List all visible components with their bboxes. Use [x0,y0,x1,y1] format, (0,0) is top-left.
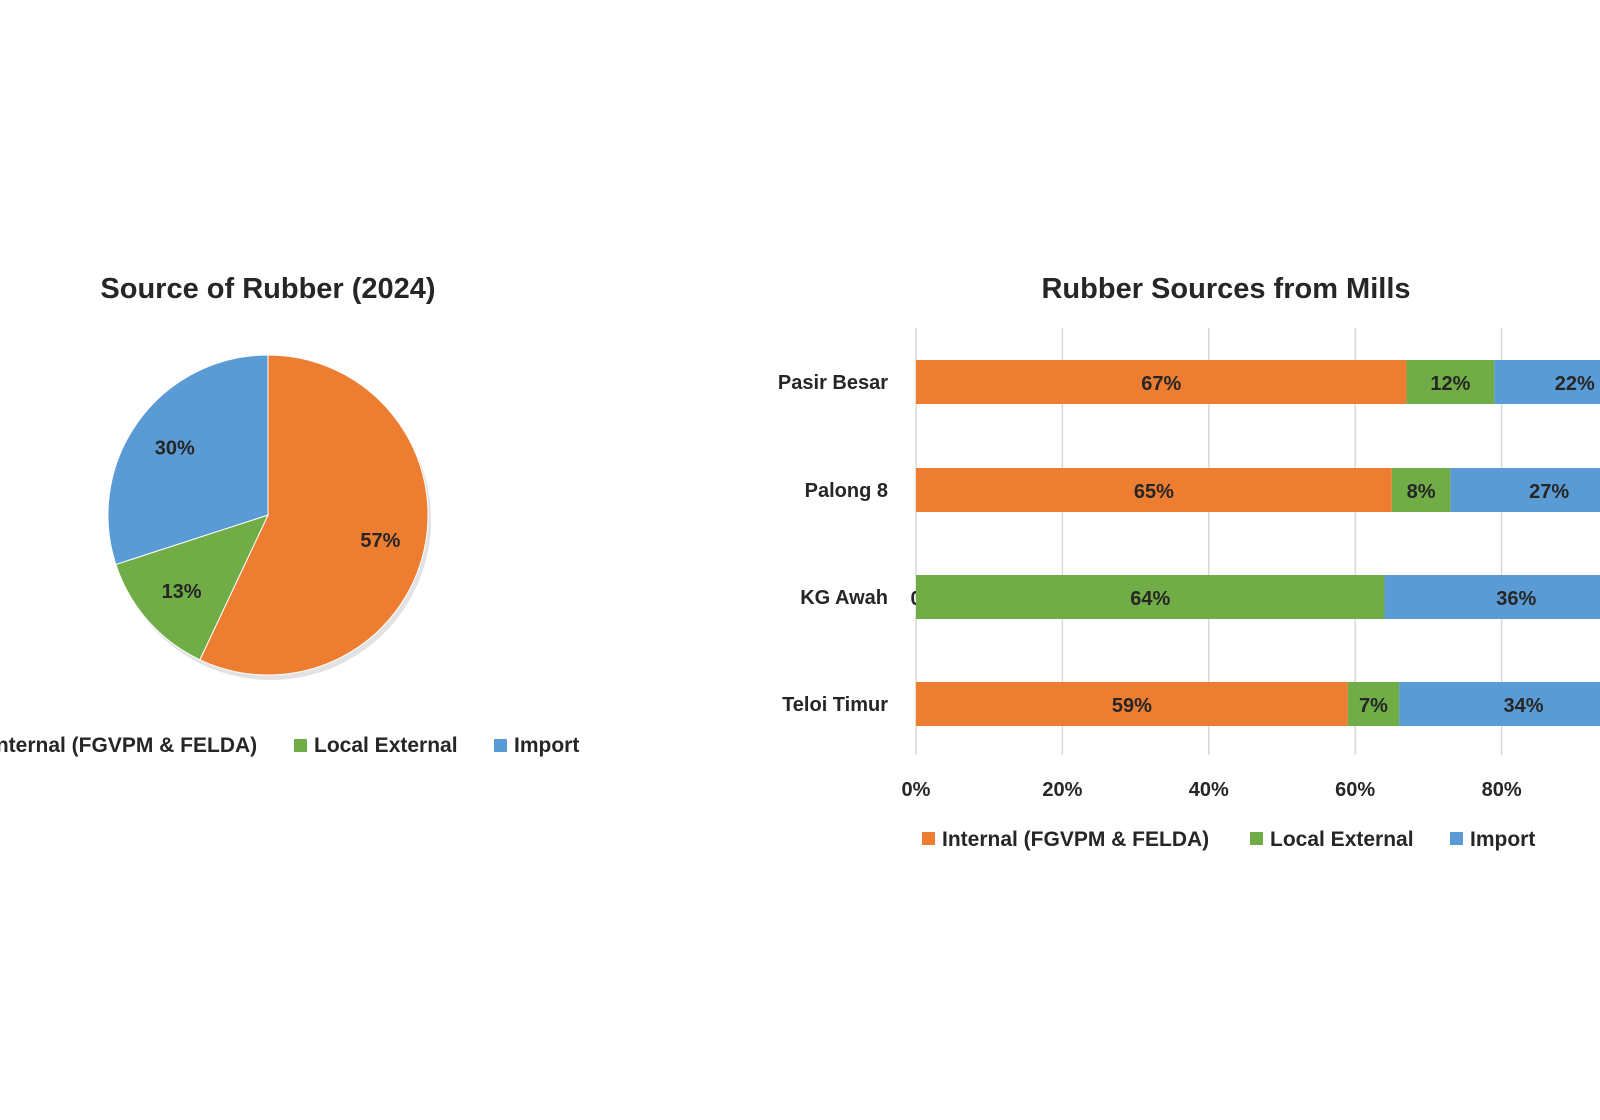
bar-segment-internal [916,682,1348,726]
bar-segment-local-external [916,575,1385,619]
bar-chart-title: Rubber Sources from Mills [1041,273,1410,305]
bar-segment-import [1399,682,1600,726]
x-tick-label: 60% [1335,779,1375,801]
legend-label: Internal (FGVPM & FELDA) [942,828,1209,851]
bar-segment-import [1384,575,1600,619]
bar-segment-local-external [1347,682,1400,726]
bar-segment-internal [916,468,1392,512]
category-label: Teloi Timur [782,694,888,716]
bar-data-label: 67% [1141,373,1181,395]
bar-segment-internal [916,360,1407,404]
bar-chart: 67%12%22%65%8%27%064%36%59%7%34% [910,360,1600,726]
bar-segment-local-external [1406,360,1495,404]
bar-data-label: 36% [1496,588,1536,610]
pie-slice-label: 57% [360,530,400,552]
category-label: Pasir Besar [778,372,888,394]
bar-data-label: 65% [1134,481,1174,503]
legend-swatch-internal [922,832,935,845]
legend-swatch-import [1450,832,1463,845]
pie-slice-label: 13% [162,581,202,603]
bar-segment-import [1450,468,1600,512]
legend-swatch-import [494,739,507,752]
pie-slice-label: 30% [155,437,195,459]
x-tick-label: 0% [902,779,931,801]
category-label: KG Awah [800,587,888,609]
bar-legend: Internal (FGVPM & FELDA) Local External Im… [922,828,1535,851]
x-tick-label: 40% [1189,779,1229,801]
pie-slice-local-external [115,514,269,661]
legend-label: Local External [1270,828,1414,851]
bar-data-label: 34% [1504,695,1544,717]
legend-label: Local External [314,734,458,757]
bar-segment-import [1494,360,1600,404]
category-label: Palong 8 [805,480,888,502]
bar-data-label: 64% [1130,588,1170,610]
bar-axis: 0% 20% 40% 60% 80% Pasir Besar Palong 8 KG Awah… [778,372,1522,801]
x-tick-label: 80% [1482,779,1522,801]
pie-legend: Internal (FGVPM & FELDA) Local External Im… [0,734,579,757]
pie-chart: 57% 13% 30% [107,354,431,680]
pie-chart-title: Source of Rubber (2024) [100,273,435,305]
legend-swatch-local-external [294,739,307,752]
bar-data-label: 27% [1529,481,1569,503]
pie-slice-internal [199,354,429,676]
legend-label: Import [1470,828,1535,851]
legend-label: Internal (FGVPM & FELDA) [0,734,257,757]
x-tick-label: 20% [1042,779,1082,801]
legend-swatch-local-external [1250,832,1263,845]
bar-data-label: 8% [1407,481,1436,503]
bar-data-label: 12% [1430,373,1470,395]
bar-data-label: 22% [1555,373,1595,395]
bar-segment-local-external [1391,468,1451,512]
bar-data-label: 7% [1359,695,1388,717]
legend-label: Import [514,734,579,757]
pie-slice-import [107,354,269,566]
bar-data-label: 59% [1112,695,1152,717]
